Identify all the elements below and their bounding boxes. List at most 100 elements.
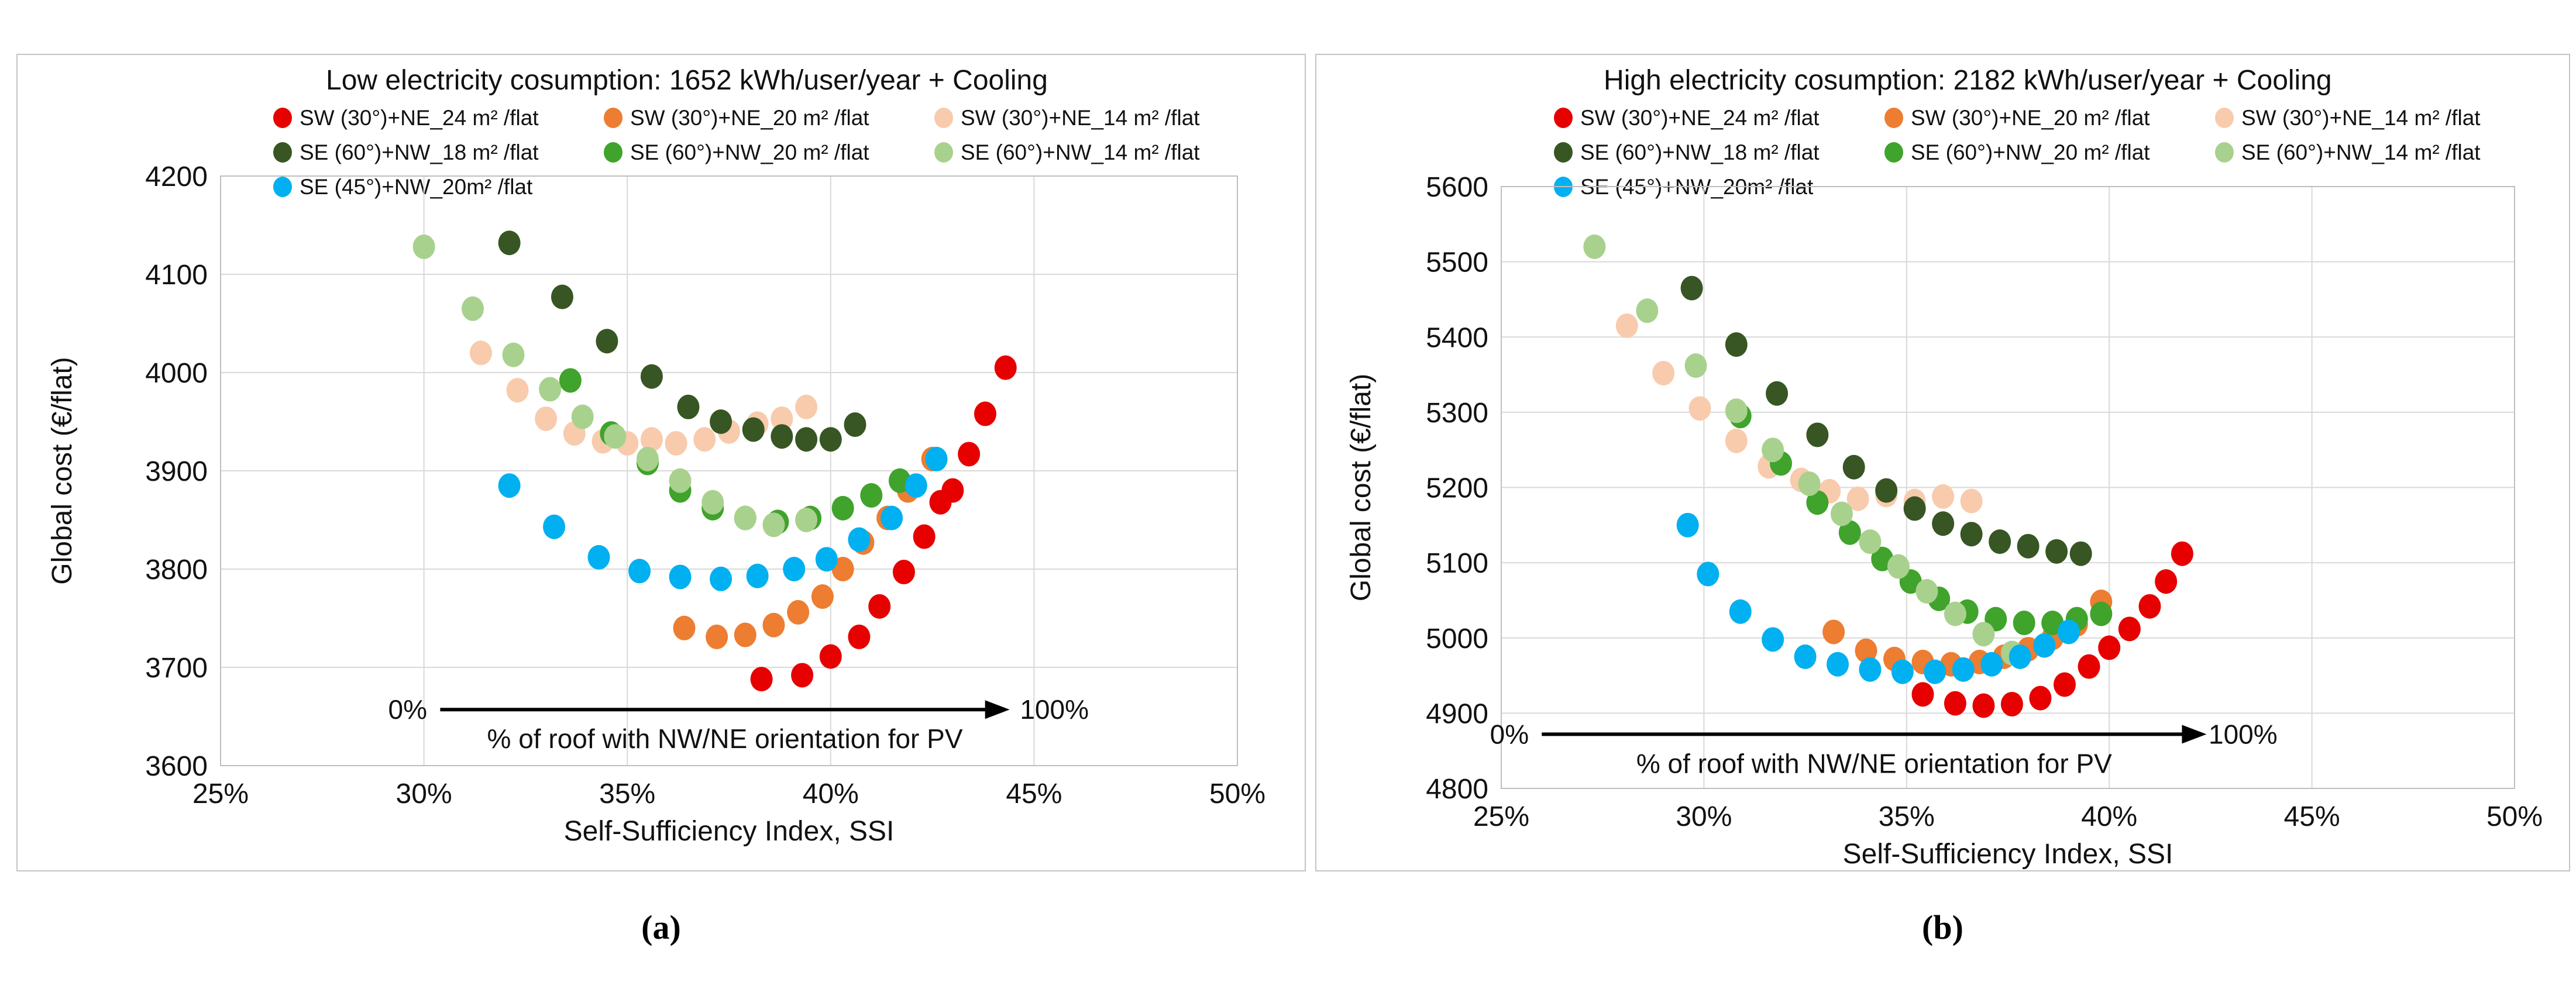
data-point xyxy=(925,446,948,471)
legend-item: SW (30°)+NE_24 m² /flat xyxy=(273,106,604,130)
data-point xyxy=(1762,627,1784,652)
data-point xyxy=(831,557,854,581)
legend-label: SW (30°)+NE_24 m² /flat xyxy=(300,105,539,130)
svg-text:3600: 3600 xyxy=(145,751,208,782)
data-point xyxy=(795,508,818,532)
arrowhead-icon xyxy=(2182,725,2207,744)
series-4 xyxy=(559,368,911,535)
svg-text:40%: 40% xyxy=(2081,801,2137,832)
chart-title-low: Low electricity cosumption: 1652 kWh/use… xyxy=(326,65,1048,96)
data-point xyxy=(994,355,1017,380)
data-point xyxy=(750,667,773,692)
data-point xyxy=(604,424,627,449)
data-point xyxy=(1915,579,1938,604)
data-point xyxy=(706,624,728,649)
data-point xyxy=(1932,484,1955,509)
series-5 xyxy=(1583,234,2023,666)
data-point xyxy=(535,406,558,431)
data-point xyxy=(1697,561,1719,587)
y-axis-title: Global cost (€/flat) xyxy=(47,357,78,584)
legend-label: SW (30°)+NE_20 m² /flat xyxy=(1911,105,2150,130)
data-point xyxy=(1583,234,1606,259)
data-point xyxy=(2017,533,2040,559)
data-point xyxy=(2069,541,2092,566)
data-point xyxy=(1960,522,1983,547)
svg-text:4200: 4200 xyxy=(145,161,208,192)
legend-label: SE (60°)+NW_14 m² /flat xyxy=(2241,140,2481,164)
data-point xyxy=(1887,554,1910,579)
svg-text:25%: 25% xyxy=(1473,801,1529,832)
data-point xyxy=(1972,622,1995,647)
data-point xyxy=(771,406,793,431)
data-point xyxy=(1725,332,1748,357)
series-6 xyxy=(1676,512,2080,684)
data-point xyxy=(412,234,435,259)
data-point xyxy=(1855,638,1877,663)
annotation-end-label: 100% xyxy=(1020,694,1089,725)
scatter-plot-low: 3600 3700 3800 3900 4000 4100 4200 25% 30% 35% 40%… xyxy=(47,161,1265,847)
data-point xyxy=(913,524,936,549)
annotation-text: % of roof with NW/NE orientation for PV xyxy=(487,723,963,754)
data-point xyxy=(783,557,806,581)
svg-text:45%: 45% xyxy=(2284,801,2340,832)
svg-text:45%: 45% xyxy=(1006,778,1062,809)
data-point xyxy=(1729,599,1752,624)
y-axis-tick-labels: 3600 3700 3800 3900 4000 4100 4200 xyxy=(145,161,208,782)
svg-text:25%: 25% xyxy=(192,778,249,809)
data-point xyxy=(502,342,525,367)
data-point xyxy=(587,545,610,570)
legend-label: SE (60°)+NW_14 m² /flat xyxy=(961,140,1200,164)
legend-item: SE (60°)+NW_18 m² /flat xyxy=(1554,140,1884,165)
legend-item: SE (60°)+NW_20 m² /flat xyxy=(604,140,934,165)
legend-marker-icon xyxy=(934,142,953,163)
svg-text:50%: 50% xyxy=(2486,801,2543,832)
data-point xyxy=(1762,437,1784,463)
annotation-start-label: 0% xyxy=(1490,719,1529,749)
svg-text:4000: 4000 xyxy=(145,358,208,389)
data-point xyxy=(710,409,732,434)
annotation-end-label: 100% xyxy=(2209,719,2278,749)
legend-label: SW (30°)+NE_24 m² /flat xyxy=(1580,105,1820,130)
data-point xyxy=(640,364,663,389)
svg-text:5300: 5300 xyxy=(1426,398,1488,429)
svg-text:5500: 5500 xyxy=(1426,247,1488,278)
data-point xyxy=(762,612,785,638)
data-point xyxy=(742,417,765,442)
roof-orientation-annotation: 0% 100% % of roof with NW/NE orientation f… xyxy=(388,694,1089,754)
data-point xyxy=(815,547,838,572)
svg-text:5400: 5400 xyxy=(1426,322,1488,353)
data-point xyxy=(795,427,818,452)
data-point xyxy=(2090,601,2113,626)
data-point xyxy=(734,505,756,530)
legend-marker-icon xyxy=(273,142,292,163)
legend-item: SW (30°)+NE_14 m² /flat xyxy=(2215,106,2546,130)
data-point xyxy=(734,622,756,647)
data-point xyxy=(1932,511,1955,536)
legend-item: SE (60°)+NW_18 m² /flat xyxy=(273,140,604,165)
data-point xyxy=(2053,672,2076,697)
data-point xyxy=(1830,501,1853,526)
data-point xyxy=(693,427,716,452)
data-point xyxy=(2029,685,2052,711)
legend-marker-icon xyxy=(1554,142,1573,163)
svg-text:5600: 5600 xyxy=(1426,172,1488,203)
series-0 xyxy=(1911,541,2193,718)
legend-marker-icon xyxy=(2215,142,2234,163)
legend-marker-icon xyxy=(1884,142,1903,163)
data-point xyxy=(669,564,692,590)
data-point xyxy=(1615,313,1638,338)
data-point xyxy=(860,483,883,508)
data-point xyxy=(543,514,566,539)
data-point xyxy=(1827,652,1849,677)
svg-text:35%: 35% xyxy=(1879,801,1935,832)
data-point xyxy=(1891,659,1914,684)
data-point xyxy=(2057,619,2080,645)
data-point xyxy=(1636,298,1659,323)
scatter-plot-high: 4800 4900 5000 5100 5200 5300 5400 5500 5600 25% 3… xyxy=(1346,172,2543,870)
svg-text:5200: 5200 xyxy=(1426,473,1488,504)
data-point xyxy=(1680,275,1703,301)
data-point xyxy=(1859,529,1882,554)
x-axis-title: Self-Sufficiency Index, SSI xyxy=(564,816,895,847)
legend-marker-icon xyxy=(273,108,292,128)
data-point xyxy=(2013,611,2035,636)
